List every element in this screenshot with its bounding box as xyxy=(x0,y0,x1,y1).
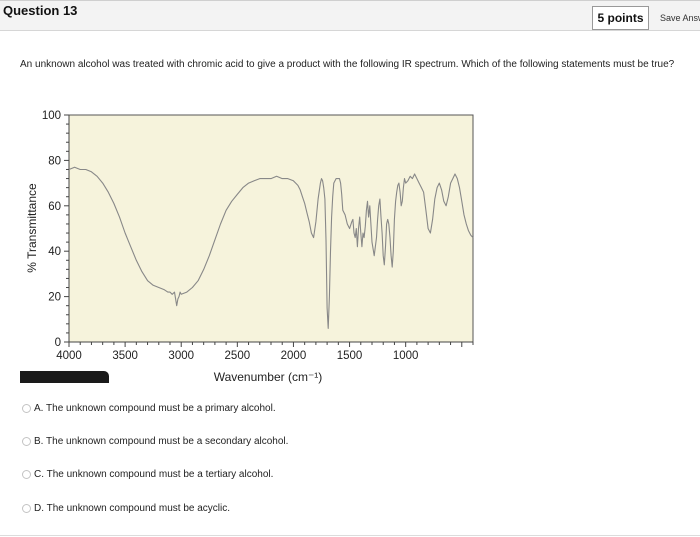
option-a-label: A. The unknown compound must be a primar… xyxy=(34,402,276,414)
x-tick-label: 1000 xyxy=(393,350,419,362)
option-d[interactable]: D. The unknown compound must be acyclic. xyxy=(22,501,230,515)
question-title: Question 13 xyxy=(3,3,78,18)
spectrum-line-0 xyxy=(68,166,474,329)
question-text: An unknown alcohol was treated with chro… xyxy=(20,59,675,70)
x-tick-label: 2500 xyxy=(225,350,251,362)
x-tick-label: 1500 xyxy=(337,350,363,362)
option-b[interactable]: B. The unknown compound must be a second… xyxy=(22,434,288,448)
radio-button-d[interactable] xyxy=(22,503,31,513)
x-tick-label: 2000 xyxy=(281,350,307,362)
y-axis-label: % Transmittance xyxy=(25,183,39,273)
y-tick-label: 60 xyxy=(48,201,61,213)
y-axis: 0 20 40 60 80 100 xyxy=(42,110,70,349)
divider xyxy=(0,535,700,536)
x-tick-label: 3000 xyxy=(168,350,194,362)
spectrum-series xyxy=(68,166,474,329)
save-answer-button[interactable]: Save Answer xyxy=(650,6,700,30)
redaction-bar xyxy=(20,371,109,383)
option-c[interactable]: C. The unknown compound must be a tertia… xyxy=(22,467,273,481)
radio-button-a[interactable] xyxy=(22,403,31,413)
x-axis: 4000 3500 3000 2500 2000 1500 1000 xyxy=(56,341,474,362)
y-tick-label: 20 xyxy=(48,292,61,304)
ir-spectrum-chart: 0 20 40 60 80 100 4000 3500 3000 2500 2000 1500 100… xyxy=(25,110,474,384)
x-tick-label: 4000 xyxy=(56,350,82,362)
x-axis-label: Wavenumber (cm⁻¹) xyxy=(214,370,323,384)
y-tick-label: 40 xyxy=(48,246,61,258)
y-tick-label: 100 xyxy=(42,110,61,122)
option-c-label: C. The unknown compound must be a tertia… xyxy=(34,468,274,480)
x-tick-label: 3500 xyxy=(112,350,138,362)
y-tick-label: 0 xyxy=(55,337,61,349)
radio-button-c[interactable] xyxy=(22,469,31,479)
plot-area xyxy=(68,114,474,343)
question-header: Question 13 5 points Save Answer xyxy=(0,0,700,31)
option-b-label: B. The unknown compound must be a second… xyxy=(34,435,289,447)
radio-button-b[interactable] xyxy=(22,436,31,446)
option-d-label: D. The unknown compound must be acyclic. xyxy=(34,502,231,514)
points-badge: 5 points xyxy=(592,6,649,30)
option-a[interactable]: A. The unknown compound must be a primar… xyxy=(22,401,276,415)
y-tick-label: 80 xyxy=(48,155,61,167)
